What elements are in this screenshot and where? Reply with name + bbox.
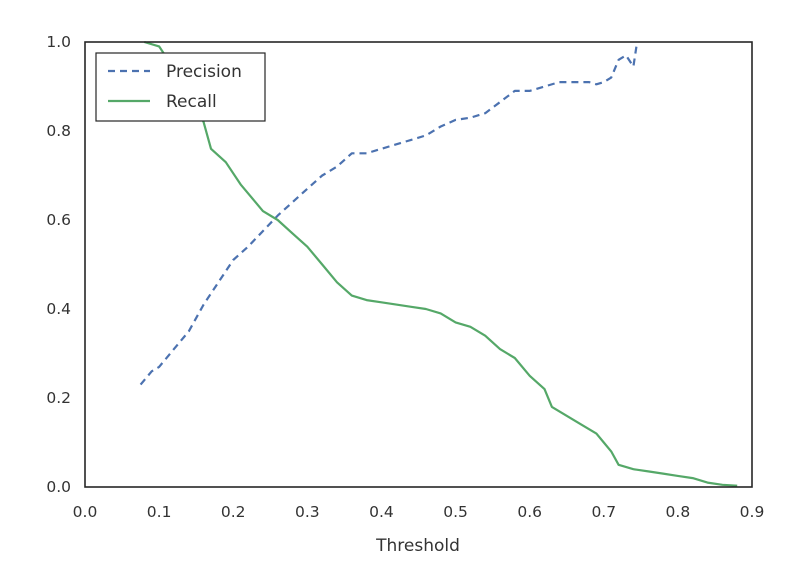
x-tick-label: 0.3 (295, 503, 320, 521)
x-tick-label: 0.8 (666, 503, 691, 521)
x-tick-label: 0.9 (740, 503, 765, 521)
legend-recall-label: Recall (166, 92, 217, 112)
series-line-recall (143, 40, 738, 487)
x-tick-label: 0.0 (73, 503, 98, 521)
y-tick-label: 0.4 (46, 300, 71, 318)
x-tick-label: 0.4 (369, 503, 394, 521)
plot-frame (84, 41, 753, 488)
x-tick-label: 0.1 (147, 503, 172, 521)
x-axis-label: Threshold (375, 536, 460, 556)
x-tick-labels: 0.0 0.1 0.2 0.3 0.4 0.5 0.6 0.7 0.8 0.9 (73, 503, 765, 521)
y-tick-label: 1.0 (46, 33, 71, 51)
y-tick-label: 0.6 (46, 211, 71, 229)
x-tick-label: 0.2 (221, 503, 246, 521)
x-tick-label: 0.7 (591, 503, 616, 521)
series-layer (139, 40, 738, 487)
y-tick-label: 0.2 (46, 389, 71, 407)
y-tick-label: 0.0 (46, 478, 71, 496)
x-tick-label: 0.5 (443, 503, 468, 521)
series-line-precision (139, 41, 639, 386)
y-tick-label: 0.8 (46, 122, 71, 140)
legend: Precision Recall (95, 52, 266, 122)
y-tick-labels: 0.0 0.2 0.4 0.6 0.8 1.0 (46, 33, 71, 496)
legend-precision-label: Precision (166, 62, 242, 82)
legend-box (95, 52, 266, 122)
x-tick-label: 0.6 (517, 503, 542, 521)
